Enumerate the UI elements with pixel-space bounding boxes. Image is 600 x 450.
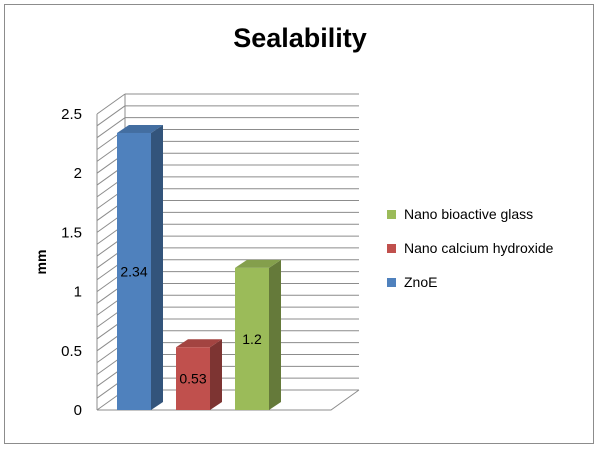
bar-top (235, 259, 281, 268)
chart-title: Sealability (233, 23, 367, 53)
gridline-side (96, 93, 126, 115)
bar-side (210, 339, 222, 410)
data-label: 2.34 (120, 263, 147, 279)
legend-swatch (387, 210, 396, 219)
bar-nano-bioactive-glass: 1.2 (235, 259, 281, 410)
legend-swatch (387, 278, 396, 287)
bar-top (117, 124, 163, 133)
bar-front (176, 347, 210, 410)
bars: 2.34 0.53 1.2 (117, 124, 281, 410)
gridline-side (96, 105, 126, 127)
legend-label: Nano calcium hydroxide (404, 240, 554, 256)
legend-label: ZnoE (404, 274, 437, 290)
legend-item: Nano bioactive glass (387, 206, 533, 222)
bar-nano-calcium-hydroxide: 0.53 (176, 339, 222, 410)
bar-front (235, 267, 269, 410)
y-tick-label: 0.5 (61, 343, 82, 360)
y-axis-ticks: 0 0.5 1 1.5 2 2.5 (61, 106, 82, 419)
legend-swatch (387, 244, 396, 253)
bar-top (176, 339, 222, 348)
legend-label: Nano bioactive glass (404, 206, 533, 222)
y-tick-label: 0 (74, 402, 82, 419)
legend-item: ZnoE (387, 274, 437, 290)
data-label: 1.2 (242, 331, 262, 347)
legend: Nano bioactive glass Nano calcium hydroxi… (387, 206, 554, 290)
data-label: 0.53 (179, 371, 206, 387)
y-tick-label: 1 (74, 284, 82, 301)
y-tick-label: 1.5 (61, 224, 82, 241)
y-tick-label: 2.5 (61, 106, 82, 123)
gridline-side (96, 117, 126, 139)
bar-side (269, 259, 281, 410)
legend-item: Nano calcium hydroxide (387, 240, 554, 256)
bar-znoe: 2.34 (117, 124, 163, 410)
bar-side (151, 124, 163, 410)
bar-front (117, 132, 151, 410)
y-tick-label: 2 (74, 165, 82, 182)
y-axis-label: mm (33, 250, 49, 275)
floor-edge (97, 389, 360, 411)
